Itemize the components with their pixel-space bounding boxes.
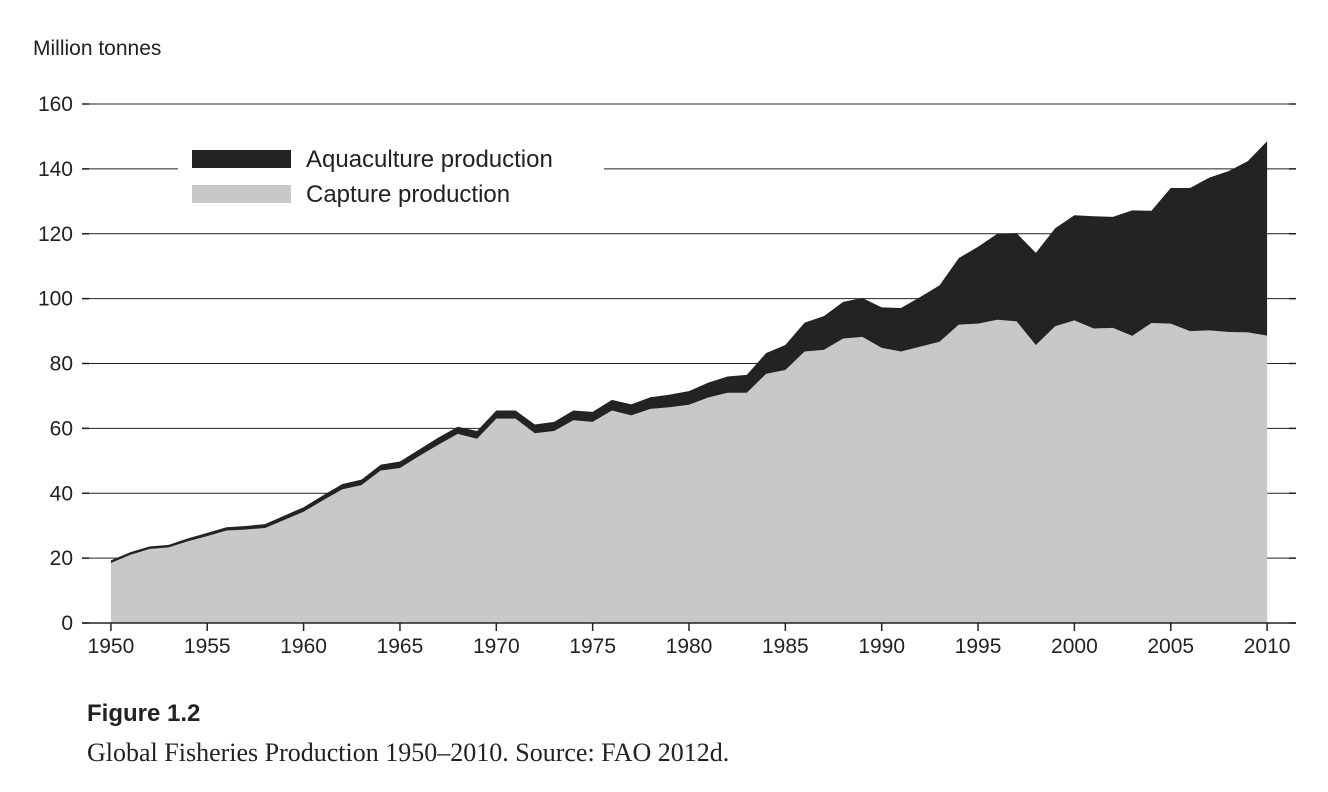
- y-tick-label-0: 0: [61, 612, 73, 635]
- legend-label-capture: Capture production: [306, 181, 510, 208]
- legend-label-aquaculture: Aquaculture production: [306, 146, 553, 173]
- x-tick-label-2000: 2000: [1051, 635, 1098, 658]
- x-tick-label-1950: 1950: [88, 635, 135, 658]
- x-tick-label-1995: 1995: [955, 635, 1002, 658]
- y-tick-label-60: 60: [50, 417, 73, 440]
- y-tick-label-40: 40: [50, 482, 73, 505]
- y-tick-label-140: 140: [38, 158, 73, 181]
- y-axis-title: Million tonnes: [33, 37, 161, 60]
- series-area-aquaculture: [110, 141, 1268, 563]
- chart: 0 20 40 60 80 100 120 140 160 1950 1955 1960 1965 197…: [33, 37, 1296, 658]
- legend-swatch-capture: [192, 185, 291, 203]
- figure-caption: Global Fisheries Production 1950–2010. S…: [87, 738, 730, 767]
- plot-areas: [110, 141, 1268, 623]
- y-tick-label-100: 100: [38, 288, 73, 311]
- y-tick-label-80: 80: [50, 353, 73, 376]
- series-area-capture: [110, 319, 1268, 623]
- legend-swatch-aquaculture: [192, 150, 291, 168]
- y-tick-label-160: 160: [38, 93, 73, 116]
- x-tick-label-1990: 1990: [858, 635, 905, 658]
- x-tick-label-1955: 1955: [184, 635, 231, 658]
- axes: 0 20 40 60 80 100 120 140 160 1950 1955 1960 1965 197…: [38, 93, 1296, 658]
- legend: Aquaculture production Capture production: [178, 138, 604, 214]
- x-tick-label-1960: 1960: [280, 635, 327, 658]
- figure-label: Figure 1.2: [87, 700, 201, 727]
- x-tick-label-1980: 1980: [666, 635, 713, 658]
- x-tick-label-1965: 1965: [377, 635, 424, 658]
- x-tick-label-1975: 1975: [569, 635, 616, 658]
- y-tick-label-120: 120: [38, 223, 73, 246]
- x-tick-label-1985: 1985: [762, 635, 809, 658]
- x-tick-label-1970: 1970: [473, 635, 520, 658]
- x-tick-label-2005: 2005: [1147, 635, 1194, 658]
- x-tick-label-2010: 2010: [1244, 635, 1291, 658]
- y-tick-label-20: 20: [50, 547, 73, 570]
